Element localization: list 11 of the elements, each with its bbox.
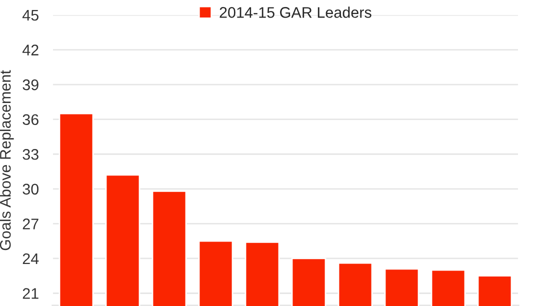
y-tick-label: 42 [22, 44, 38, 56]
y-tick-label: 27 [22, 218, 38, 230]
y-tick-label: 30 [22, 184, 39, 195]
y-tick-label: 36 [22, 114, 38, 126]
y-tick-label: 24 [22, 253, 39, 264]
y-tick-label: 21 [22, 288, 38, 299]
y-tick-label: 33 [22, 148, 38, 160]
y-tick-label: 39 [22, 79, 38, 90]
y-axis-title: Goals Above Replacement [0, 70, 14, 250]
legend-label: 2014-15 GAR Leaders [220, 6, 372, 18]
y-tick-label: 45 [22, 10, 38, 21]
